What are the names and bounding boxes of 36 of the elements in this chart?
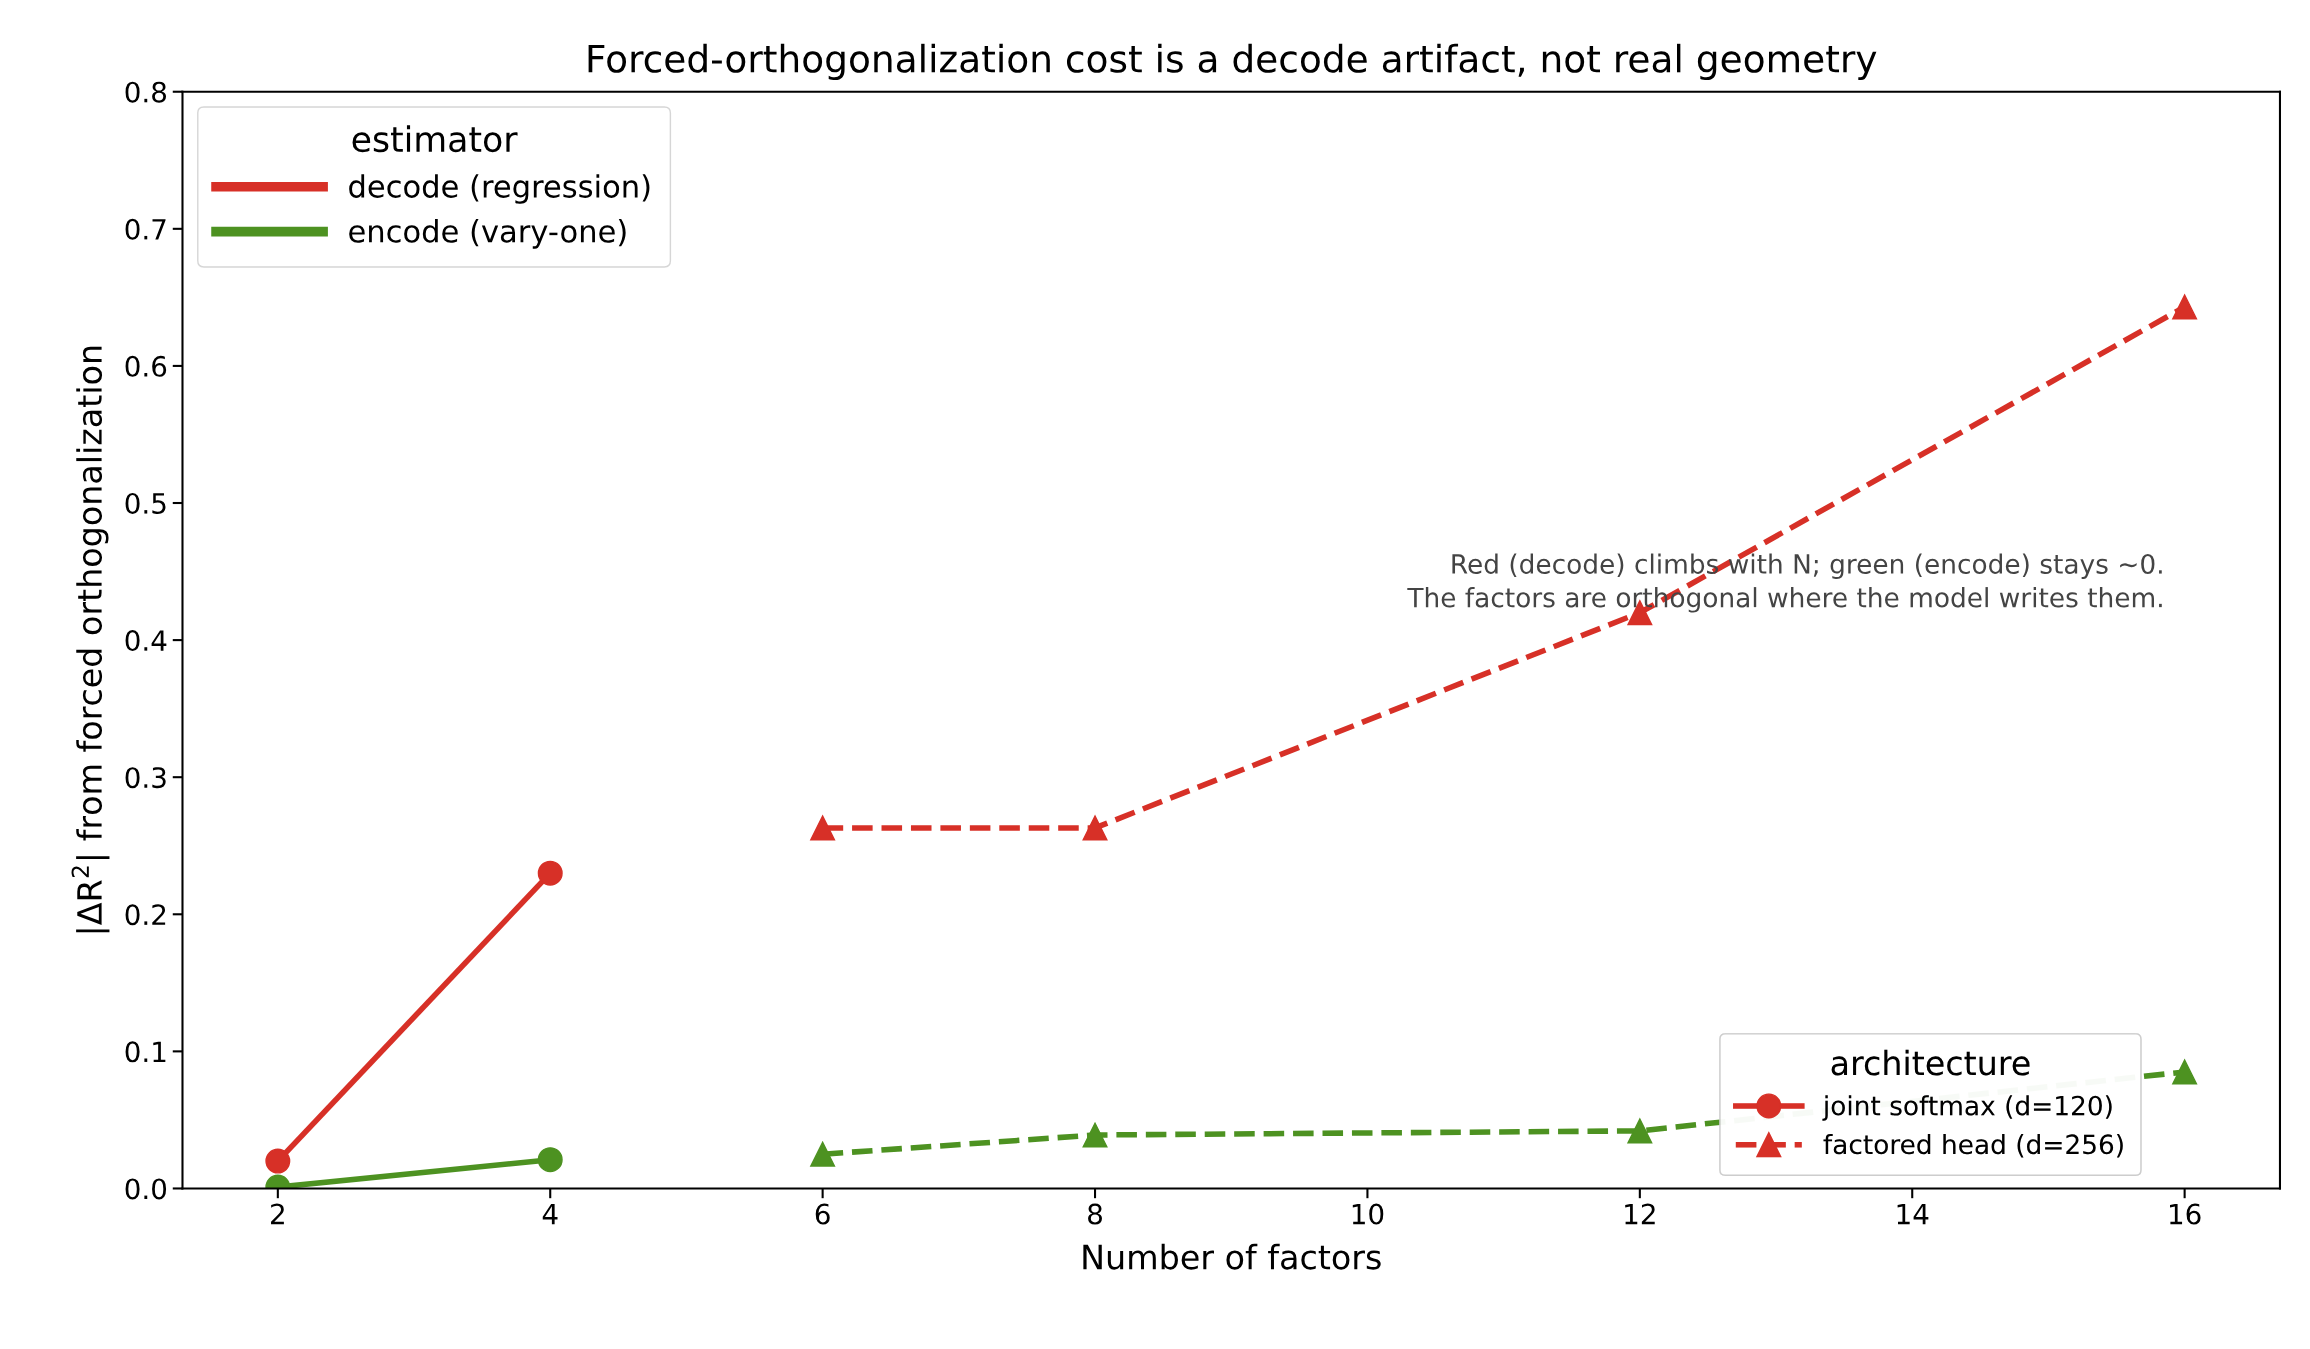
x-tick-label: 16 — [2170, 1203, 2201, 1225]
y-tick-label: 0.1 — [125, 1041, 166, 1063]
y-tick-label: 0.0 — [125, 1178, 167, 1200]
y-tick-label: 0.4 — [125, 630, 167, 652]
point — [1082, 1122, 1108, 1148]
x-tick-label: 2 — [271, 1203, 284, 1225]
legend-label: joint softmax (d=120) — [1822, 1095, 2112, 1121]
point — [537, 1147, 563, 1173]
y-axis-title: |ΔR$^{2}$| from forced orthogonalization — [71, 346, 110, 933]
x-tick-label: 14 — [1897, 1203, 1929, 1225]
x-tick-label: 12 — [1625, 1203, 1655, 1225]
chart-title: Forced-orthogonalization cost is a decode artifact, not real geometry — [588, 43, 1877, 81]
x-axis-title: Number of factors — [1083, 1243, 1381, 1270]
point — [810, 815, 836, 841]
x-tick-label: 8 — [1088, 1203, 1102, 1225]
point — [537, 860, 563, 886]
point — [2172, 1059, 2198, 1085]
y-tick-label: 0.5 — [125, 492, 166, 514]
point — [265, 1148, 291, 1174]
x-tick-label: 6 — [815, 1203, 830, 1225]
point — [1082, 815, 1108, 841]
legend-label: encode (vary-one) — [349, 219, 626, 249]
x-tick-label: 10 — [1352, 1203, 1384, 1225]
y-tick-label: 0.6 — [125, 355, 167, 377]
point — [2172, 294, 2198, 320]
y-tick-label: 0.8 — [125, 81, 167, 103]
legend-label: decode (regression) — [349, 174, 650, 204]
text: estimator — [352, 125, 518, 153]
y-tick-label: 0.7 — [125, 218, 166, 240]
legend-label: factored head (d=256) — [1823, 1133, 2123, 1158]
y-tick-label: 0.3 — [125, 767, 166, 789]
text: architecture — [1831, 1049, 2030, 1076]
x-tick-label: 4 — [542, 1203, 558, 1225]
point — [810, 1141, 836, 1167]
y-tick-label: 0.2 — [125, 904, 166, 926]
point — [1627, 1118, 1653, 1144]
